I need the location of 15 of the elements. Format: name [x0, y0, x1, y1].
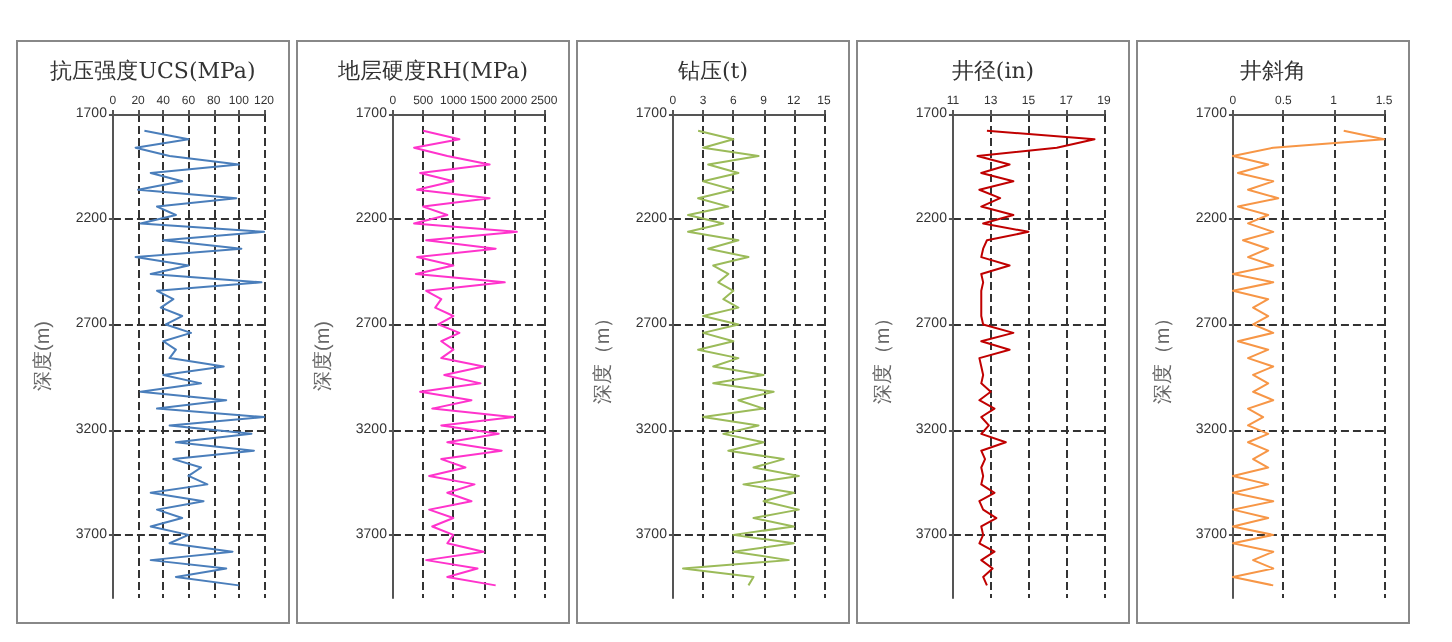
- chart-title: 井斜角: [1240, 58, 1306, 84]
- y-axis-title: 深度(m): [31, 321, 55, 391]
- y-axis-title: 深度（m）: [1151, 307, 1175, 405]
- line-series: [976, 129, 1096, 587]
- chart-title: 钻压(t): [675, 58, 749, 84]
- y-axis-title: 深度(m): [311, 321, 335, 391]
- chart-title: 井径(in): [951, 58, 1035, 84]
- chart-title: 抗压强度UCS(MPa): [50, 58, 256, 84]
- chart-title: 地层硬度RH(MPa): [335, 58, 529, 84]
- line-series: [134, 129, 265, 587]
- line-series: [1231, 129, 1385, 587]
- line-series: [413, 129, 518, 587]
- line-series: [682, 129, 800, 587]
- y-axis-title: 深度（m）: [591, 307, 615, 405]
- y-axis-title: 深度（m）: [871, 307, 895, 405]
